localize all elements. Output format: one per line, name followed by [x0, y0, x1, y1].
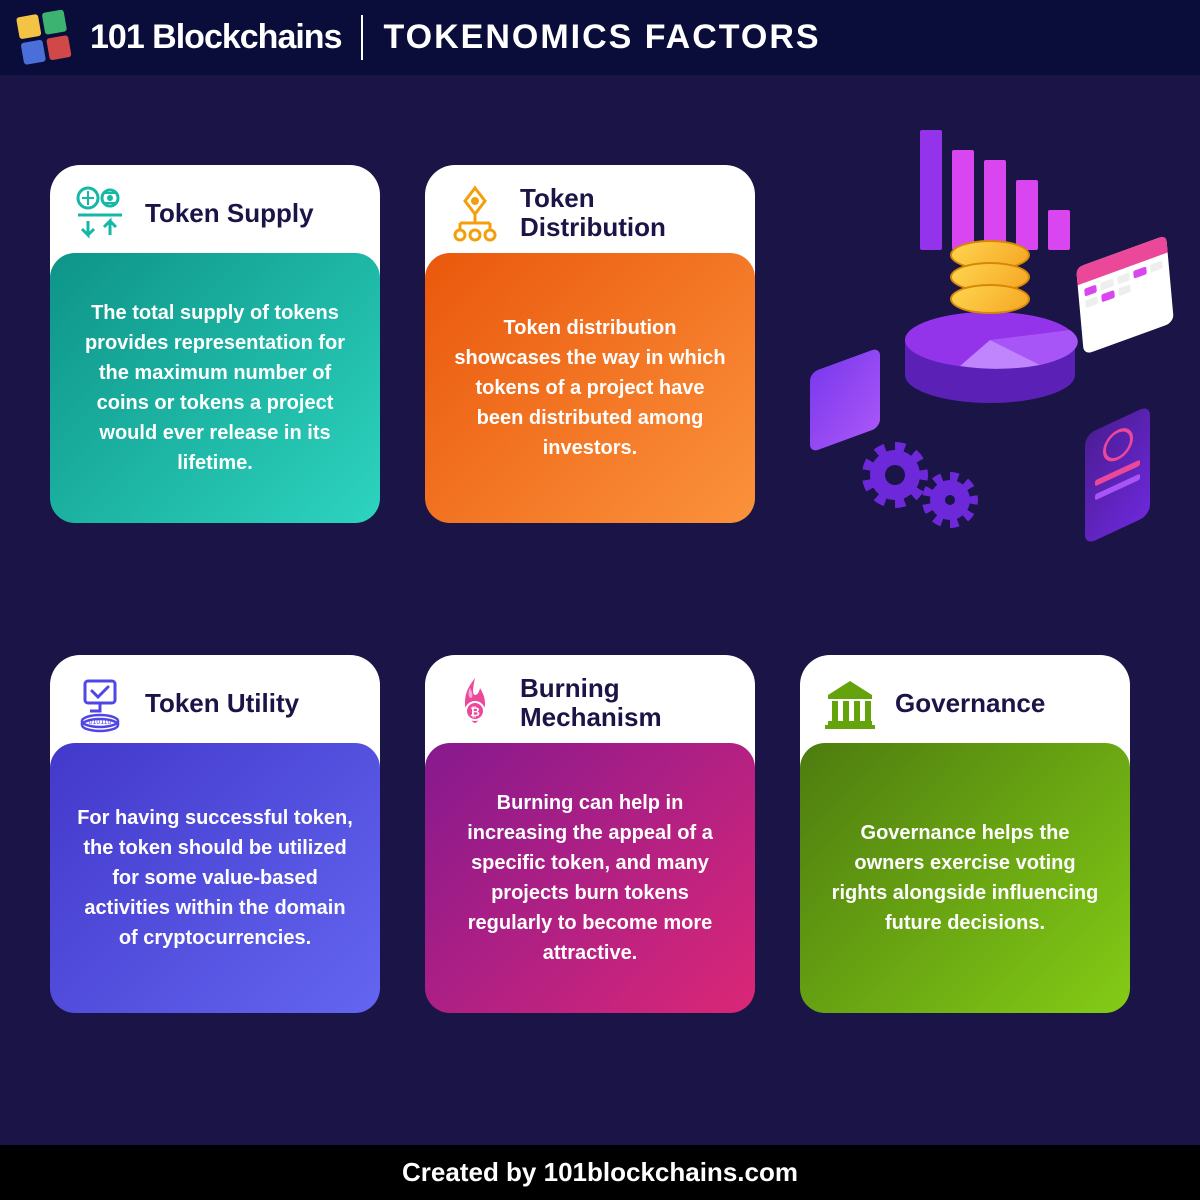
- deco-coins: [950, 240, 1030, 306]
- governance-icon: [820, 673, 880, 733]
- card-text: The total supply of tokens provides repr…: [75, 298, 355, 478]
- svg-text:₿: ₿: [470, 705, 480, 719]
- header-divider: [361, 15, 363, 60]
- decoration-illustration: [800, 130, 1170, 530]
- logo-icon: [16, 9, 74, 67]
- svg-text:010110: 010110: [89, 719, 112, 726]
- card-body: The total supply of tokens provides repr…: [50, 253, 380, 523]
- distribution-icon: [445, 183, 505, 243]
- card-token-distribution: Token Distribution Token distribution sh…: [425, 165, 755, 565]
- footer-text: Created by 101blockchains.com: [402, 1157, 798, 1188]
- card-token-utility: 010110 Token Utility For having successf…: [50, 655, 380, 1055]
- deco-calculator: [810, 347, 880, 452]
- card-text: For having successful token, the token s…: [75, 803, 355, 953]
- card-text: Token distribution showcases the way in …: [450, 313, 730, 463]
- card-burning-mechanism: ₿ Burning Mechanism Burning can help in …: [425, 655, 755, 1055]
- brand-name: 101 Blockchains: [90, 18, 341, 57]
- card-text: Governance helps the owners exercise vot…: [825, 818, 1105, 938]
- header: 101 Blockchains TOKENOMICS FACTORS: [0, 0, 1200, 75]
- card-title: Token Supply: [145, 199, 314, 228]
- card-text: Burning can help in increasing the appea…: [450, 788, 730, 968]
- deco-gear: [870, 450, 920, 500]
- card-title: Token Utility: [145, 689, 299, 718]
- supply-icon: [70, 183, 130, 243]
- burning-icon: ₿: [445, 673, 505, 733]
- utility-icon: 010110: [70, 673, 130, 733]
- card-body: Governance helps the owners exercise vot…: [800, 743, 1130, 1013]
- card-body: For having successful token, the token s…: [50, 743, 380, 1013]
- card-body: Burning can help in increasing the appea…: [425, 743, 755, 1013]
- card-title: Governance: [895, 689, 1045, 718]
- card-token-supply: Token Supply The total supply of tokens …: [50, 165, 380, 565]
- card-body: Token distribution showcases the way in …: [425, 253, 755, 523]
- card-title: Burning Mechanism: [520, 674, 735, 731]
- card-title: Token Distribution: [520, 184, 735, 241]
- deco-phone: [1085, 405, 1150, 545]
- deco-bar-chart: [920, 130, 1070, 250]
- deco-calendar: [1076, 235, 1174, 355]
- page-title: TOKENOMICS FACTORS: [383, 18, 820, 57]
- deco-pie-cylinder: [900, 310, 1080, 410]
- footer: Created by 101blockchains.com: [0, 1145, 1200, 1200]
- card-governance: Governance Governance helps the owners e…: [800, 655, 1130, 1055]
- deco-gear: [930, 480, 970, 520]
